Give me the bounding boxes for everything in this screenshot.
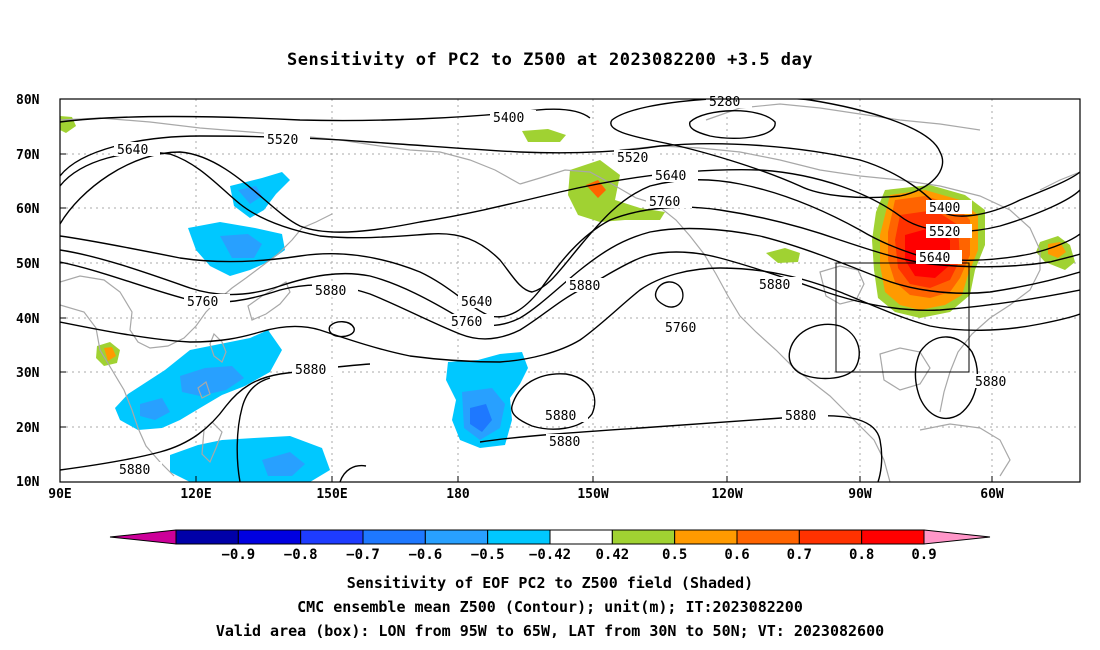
colorbar-swatch	[675, 530, 737, 544]
caption-line-3: Valid area (box): LON from 95W to 65W, L…	[0, 622, 1100, 640]
contour-label-5760-b: 5760	[187, 295, 218, 310]
colorbar-tick-label: −0.9	[221, 547, 255, 563]
contour-label-5760-d: 5760	[665, 321, 696, 336]
contour-label-5640-b: 5640	[655, 169, 686, 184]
colorbar-swatch	[363, 530, 425, 544]
lat-label-20n: 20N	[16, 421, 40, 436]
contour-label-5280: 5280	[709, 95, 740, 110]
colorbar-swatch	[799, 530, 861, 544]
contour-label-5880-c: 5880	[759, 278, 790, 293]
colorbar-tick-label: −0.6	[408, 547, 442, 563]
contour-label-5880-d: 5880	[295, 363, 326, 378]
colorbar	[110, 530, 990, 544]
contour-label-5520-a: 5520	[267, 133, 298, 148]
contour-label-5520-c: 5520	[929, 225, 960, 240]
colorbar-tick-label: 0.9	[911, 547, 936, 563]
contour-label-5880-a: 5880	[315, 284, 346, 299]
lon-label-150w: 150W	[577, 487, 608, 502]
contour-label-5520-b: 5520	[617, 151, 648, 166]
contour-label-5880-h: 5880	[975, 375, 1006, 390]
lat-label-80n: 80N	[16, 93, 40, 108]
contour-label-5400-b: 5400	[929, 201, 960, 216]
colorbar-labels: −0.9 −0.8 −0.7 −0.6 −0.5 −0.42 0.42 0.5 0.6 0.7 0.…	[221, 547, 936, 563]
contour-label-5880-g: 5880	[785, 409, 816, 424]
contour-label-5880-b: 5880	[569, 279, 600, 294]
contour-label-5760-a: 5760	[649, 195, 680, 210]
colorbar-swatch	[862, 530, 924, 544]
lat-label-70n: 70N	[16, 148, 40, 163]
lon-label-180: 180	[446, 487, 470, 502]
lon-label-90w: 90W	[848, 487, 872, 502]
colorbar-tick-label: 0.5	[662, 547, 687, 563]
contour-label-5880-i: 5880	[119, 463, 150, 478]
colorbar-tick-label: 0.6	[724, 547, 749, 563]
colorbar-swatch	[176, 530, 238, 544]
caption-line-1: Sensitivity of EOF PC2 to Z500 field (Sh…	[0, 574, 1100, 592]
longitude-labels: 90E 120E 150E 180 150W 120W 90W 60W	[48, 487, 1004, 502]
lat-label-50n: 50N	[16, 257, 40, 272]
colorbar-tick-label: 0.8	[849, 547, 874, 563]
colorbar-tick-label: −0.42	[529, 547, 571, 563]
colorbar-overflow-triangle	[924, 530, 990, 544]
map-figure: 5280 5400 5400 5520 5520 5520 5640 5640 …	[0, 0, 1100, 650]
contour-label-5760-c: 5760	[451, 315, 482, 330]
colorbar-underflow-triangle	[110, 530, 176, 544]
colorbar-tick-label: 0.42	[595, 547, 629, 563]
colorbar-swatch	[238, 530, 300, 544]
lat-label-30n: 30N	[16, 366, 40, 381]
contour-label-5880-e: 5880	[545, 409, 576, 424]
contour-label-5640-d: 5640	[461, 295, 492, 310]
lon-label-120w: 120W	[711, 487, 742, 502]
caption-line-2: CMC ensemble mean Z500 (Contour); unit(m…	[0, 598, 1100, 616]
colorbar-tick-label: −0.7	[346, 547, 380, 563]
contour-label-5640-c: 5640	[919, 251, 950, 266]
lat-label-10n: 10N	[16, 475, 40, 490]
colorbar-swatch	[301, 530, 363, 544]
lon-label-150e: 150E	[316, 487, 347, 502]
contour-label-5640-a: 5640	[117, 143, 148, 158]
lon-label-90e: 90E	[48, 487, 71, 502]
lon-label-120e: 120E	[180, 487, 211, 502]
colorbar-tick-label: −0.8	[284, 547, 318, 563]
colorbar-swatch	[488, 530, 550, 544]
colorbar-swatch	[425, 530, 487, 544]
colorbar-tick-label: 0.7	[787, 547, 812, 563]
lon-label-60w: 60W	[980, 487, 1004, 502]
latitude-labels: 80N 70N 60N 50N 40N 30N 20N 10N	[16, 93, 40, 490]
colorbar-tick-label: −0.5	[471, 547, 505, 563]
lat-label-60n: 60N	[16, 202, 40, 217]
colorbar-swatch	[550, 530, 612, 544]
contour-label-5880-f: 5880	[549, 435, 580, 450]
lat-label-40n: 40N	[16, 312, 40, 327]
contour-label-5400-a: 5400	[493, 111, 524, 126]
colorbar-swatch	[737, 530, 799, 544]
colorbar-swatch	[612, 530, 674, 544]
